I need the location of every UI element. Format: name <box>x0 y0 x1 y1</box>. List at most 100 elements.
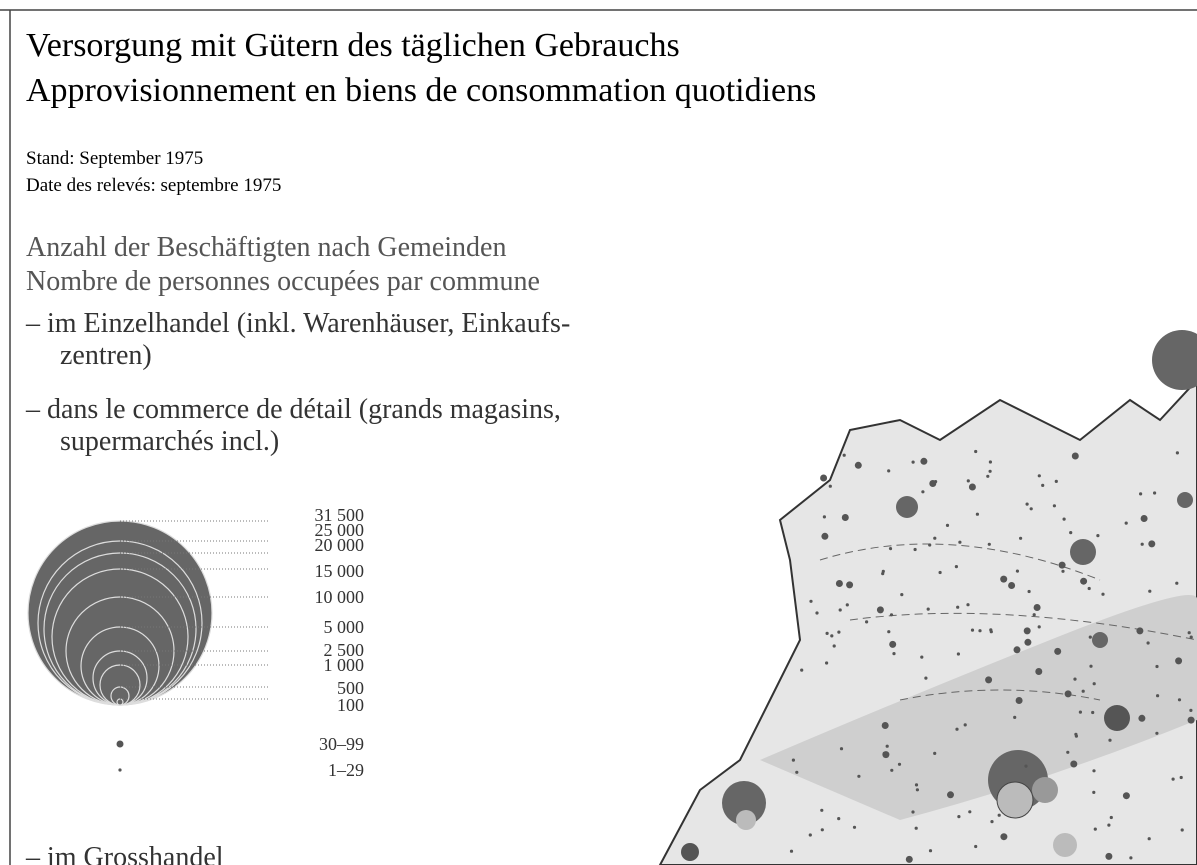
place-circle <box>1104 705 1130 731</box>
place-dot <box>888 547 893 551</box>
place-dot <box>1092 790 1096 795</box>
place-dot <box>791 758 796 762</box>
place-dot <box>825 631 829 636</box>
legend-label: 5 000 <box>324 617 365 637</box>
place-dot <box>887 469 891 473</box>
place-dot <box>956 652 961 656</box>
place-dot <box>988 469 992 473</box>
place-dot <box>1000 575 1008 583</box>
place-dot <box>986 474 990 478</box>
place-dot <box>865 620 869 624</box>
legend-class: 1–29 <box>328 760 364 780</box>
place-dot <box>1024 764 1028 768</box>
place-dot <box>1054 647 1062 655</box>
place-dot <box>815 611 819 615</box>
place-dot <box>955 727 959 731</box>
place-dot <box>885 744 889 748</box>
place-dot <box>830 634 834 638</box>
place-dot <box>1140 515 1148 522</box>
place-dot <box>1156 694 1160 698</box>
place-dot <box>1093 827 1097 831</box>
place-dot <box>938 570 942 575</box>
place-dot <box>1148 540 1156 548</box>
place-dot <box>1058 561 1066 569</box>
place-dot <box>1037 625 1041 629</box>
place-dot <box>920 655 924 659</box>
place-dot <box>1175 657 1183 665</box>
place-dot <box>956 605 960 609</box>
place-dot <box>913 547 917 552</box>
place-dot <box>926 607 930 611</box>
place-dot <box>820 828 824 832</box>
place-circle <box>1092 632 1108 648</box>
place-dot <box>929 480 937 487</box>
place-dot <box>1105 852 1113 860</box>
place-dot <box>988 460 993 464</box>
place-dot <box>821 532 829 540</box>
legend-label: 10 000 <box>315 587 365 607</box>
place-dot <box>1107 823 1111 827</box>
place-dot <box>1138 714 1146 722</box>
place-dot <box>1041 483 1045 487</box>
next-item: – im Grosshandel <box>25 842 224 865</box>
place-dot <box>914 783 919 787</box>
place-dot <box>900 593 904 597</box>
place-dot <box>832 644 836 648</box>
place-dot <box>1088 635 1092 639</box>
legend-label: 20 000 <box>315 535 365 555</box>
place-dot <box>1189 708 1193 713</box>
place-dot <box>854 461 862 469</box>
title-de: Versorgung mit Gütern des täglichen Gebr… <box>26 27 680 64</box>
place-dot <box>1187 716 1195 724</box>
place-dot <box>1129 856 1133 860</box>
place-dot <box>1177 698 1182 702</box>
place-dot <box>1153 491 1157 495</box>
place-dot <box>1029 507 1033 511</box>
place-dot <box>1035 668 1043 675</box>
place-dot <box>1019 536 1023 540</box>
place-dot <box>1025 502 1029 506</box>
place-dot <box>970 628 975 632</box>
place-dot <box>1146 641 1150 645</box>
place-dot <box>985 676 993 684</box>
place-dot <box>882 751 886 756</box>
place-dot <box>914 826 918 830</box>
place-dot <box>933 751 937 756</box>
place-dot <box>838 608 842 612</box>
place-dot <box>915 788 920 792</box>
place-dot <box>1136 627 1144 635</box>
place-dot <box>852 825 857 829</box>
place-dot <box>947 791 954 799</box>
place-dot <box>1189 635 1193 639</box>
place-dot <box>845 603 849 607</box>
place-dot <box>1054 479 1058 483</box>
legend-label: 100 <box>337 695 364 715</box>
place-dot <box>974 449 978 454</box>
place-circle <box>1177 492 1193 508</box>
place-dot <box>921 490 925 494</box>
place-dot <box>933 536 937 540</box>
place-dot <box>1091 710 1095 715</box>
place-dot <box>809 599 813 603</box>
place-dot <box>968 483 976 491</box>
place-dot <box>839 747 844 751</box>
place-dot <box>897 762 902 766</box>
date-de: Stand: September 1975 <box>26 148 203 169</box>
legend-circle <box>116 698 124 706</box>
place-dots <box>789 449 1195 863</box>
legend-dot <box>116 740 124 748</box>
place-dot <box>1081 689 1085 693</box>
relief-band <box>760 595 1197 820</box>
place-dot <box>1092 682 1096 686</box>
place-dot <box>846 581 854 589</box>
place-dot <box>924 676 928 680</box>
place-dot <box>1023 627 1031 635</box>
place-dot <box>987 542 991 546</box>
legend-class: 30–99 <box>319 734 364 754</box>
place-dot <box>822 515 827 519</box>
place-dot <box>1140 542 1144 546</box>
item-line: supermarchés incl.) <box>60 426 279 457</box>
place-dot <box>808 833 812 837</box>
place-dot <box>876 606 884 614</box>
